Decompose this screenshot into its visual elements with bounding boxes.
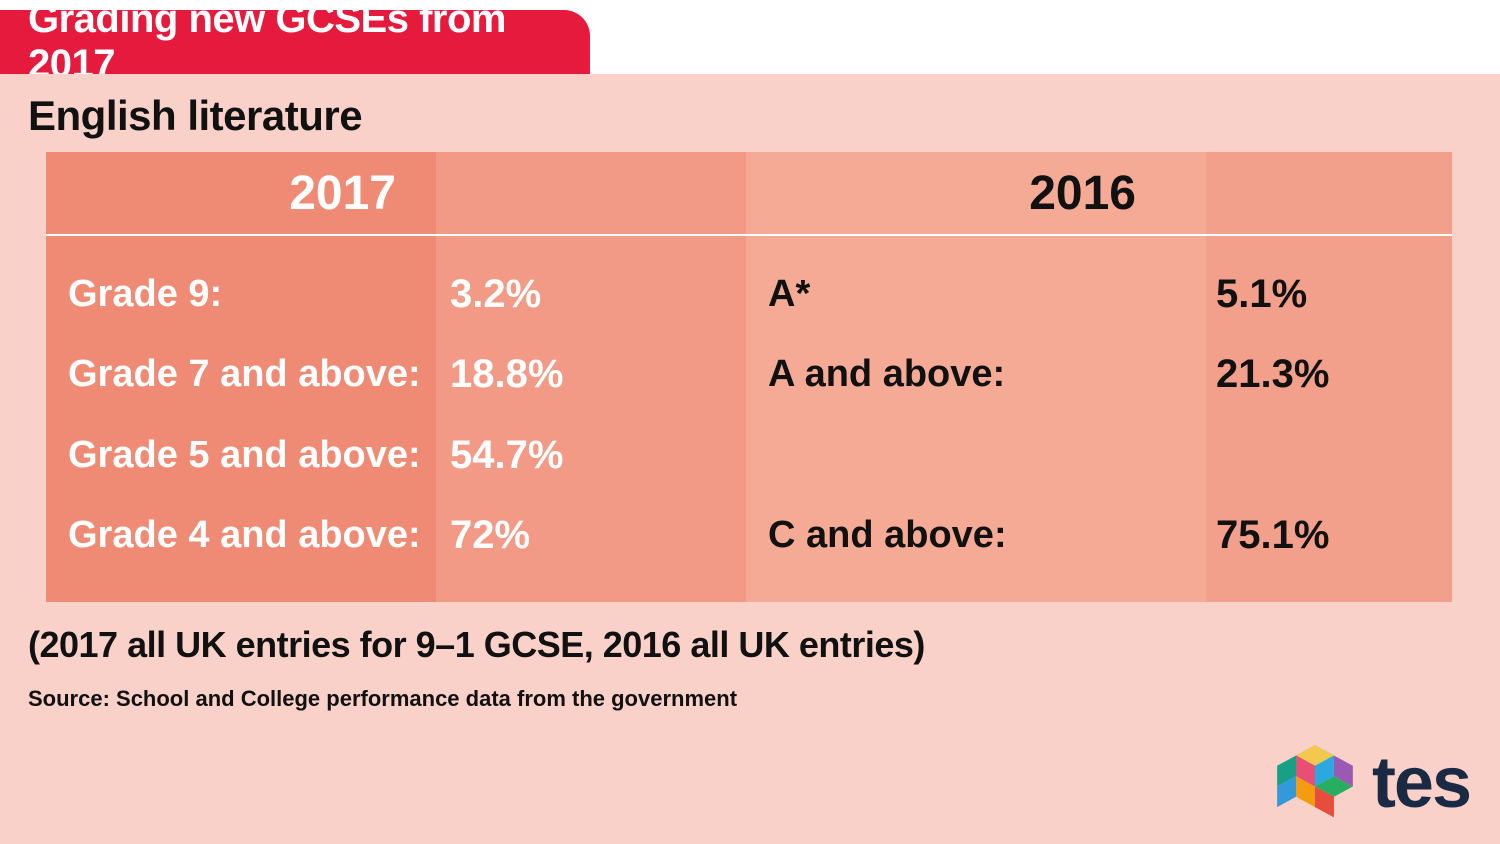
infographic-container: Grading new GCSEs from 2017 English lite…: [0, 0, 1500, 844]
row-label: Grade 7 and above:: [46, 345, 436, 405]
col-2016-labels: 2016 A* A and above: C and above:: [746, 152, 1206, 602]
row-value: 5.1%: [1206, 264, 1452, 324]
row-value: 3.2%: [436, 264, 746, 324]
data-2016-labels: A* A and above: C and above:: [746, 236, 1206, 602]
year-2017: 2017: [46, 152, 436, 234]
footnote-source: Source: School and College performance d…: [28, 686, 737, 712]
row-label: [746, 425, 1206, 485]
logo-icon: [1272, 740, 1358, 826]
col-2017-labels: 2017 Grade 9: Grade 7 and above: Grade 5…: [46, 152, 436, 602]
col-2017-values: . 3.2% 18.8% 54.7% 72%: [436, 152, 746, 602]
logo-text: tes: [1372, 742, 1470, 824]
row-label: C and above:: [746, 506, 1206, 566]
comparison-table: 2017 Grade 9: Grade 7 and above: Grade 5…: [46, 152, 1452, 602]
row-value: 72%: [436, 506, 746, 566]
data-2017-values: 3.2% 18.8% 54.7% 72%: [436, 236, 746, 602]
row-value: [1206, 425, 1452, 485]
row-label: A*: [746, 264, 1206, 324]
row-value: 21.3%: [1206, 345, 1452, 405]
row-label: A and above:: [746, 345, 1206, 405]
body-panel: English literature 2017 Grade 9: Grade 7…: [0, 74, 1500, 844]
header-banner: Grading new GCSEs from 2017: [0, 10, 590, 74]
brand-logo: tes: [1272, 740, 1470, 826]
row-value: 54.7%: [436, 425, 746, 485]
row-value: 18.8%: [436, 345, 746, 405]
row-label: Grade 5 and above:: [46, 425, 436, 485]
row-label: Grade 9:: [46, 264, 436, 324]
row-label: Grade 4 and above:: [46, 506, 436, 566]
col-2016-values: . 5.1% 21.3% 75.1%: [1206, 152, 1452, 602]
footnote-main: (2017 all UK entries for 9–1 GCSE, 2016 …: [28, 624, 925, 666]
row-value: 75.1%: [1206, 506, 1452, 566]
data-2017-labels: Grade 9: Grade 7 and above: Grade 5 and …: [46, 236, 436, 602]
year-2016: 2016: [746, 152, 1206, 234]
subtitle: English literature: [28, 92, 362, 140]
data-2016-values: 5.1% 21.3% 75.1%: [1206, 236, 1452, 602]
